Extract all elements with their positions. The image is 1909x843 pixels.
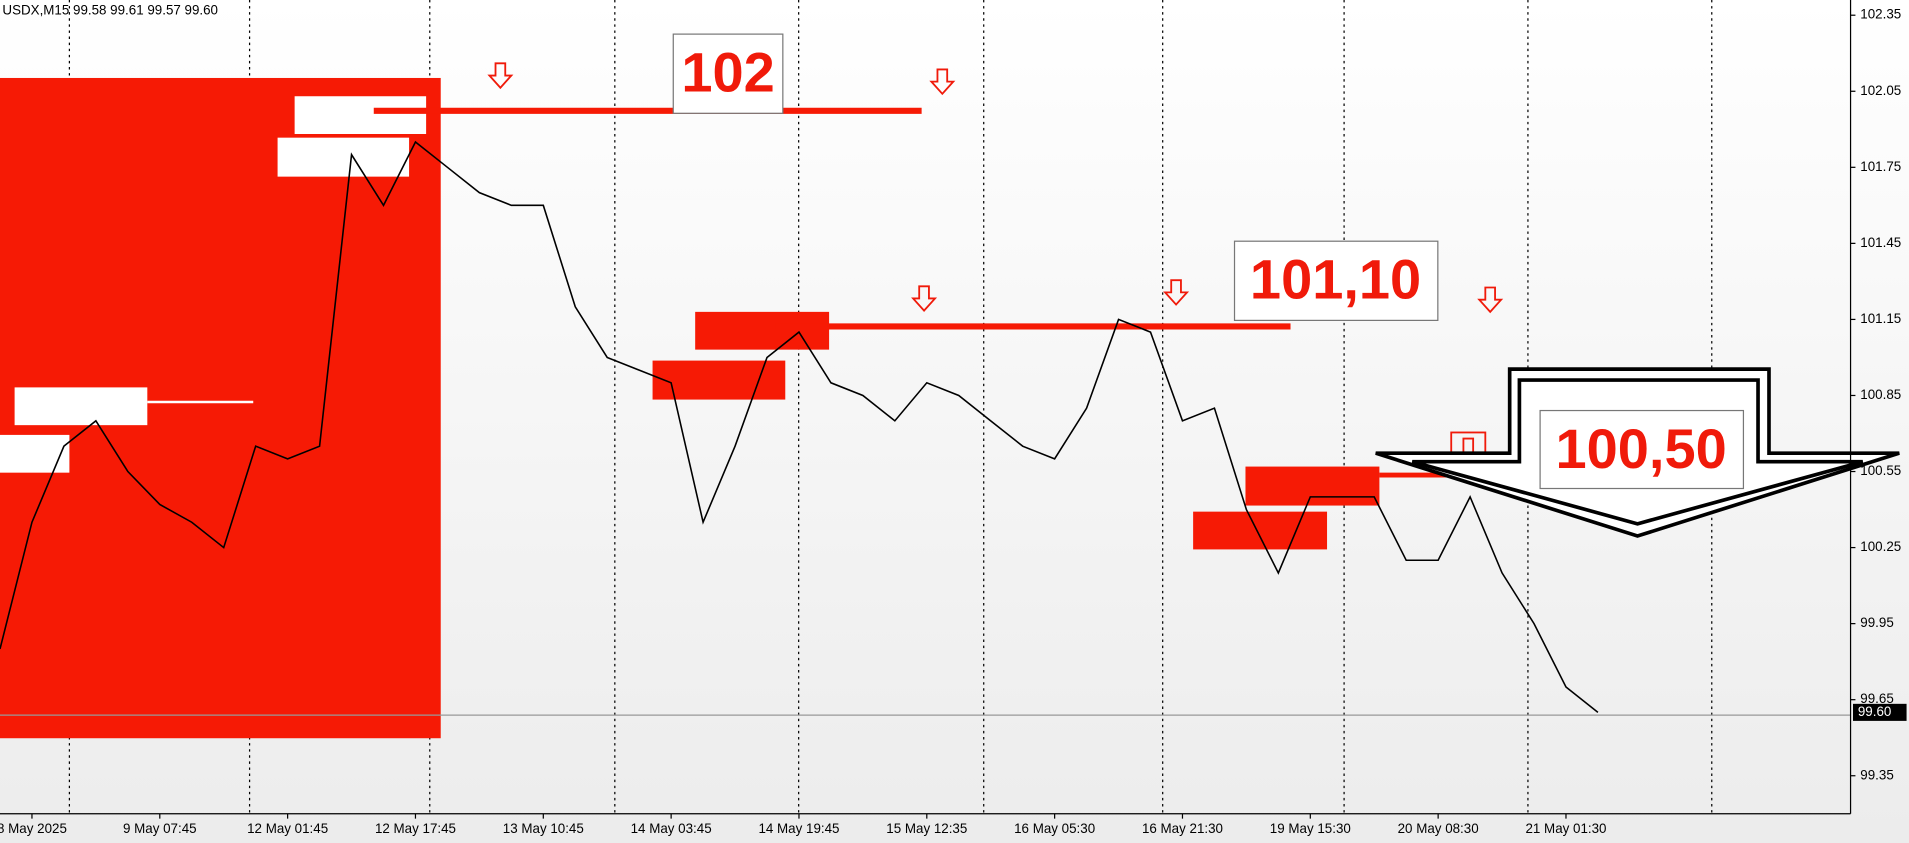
x-tick-label: 21 May 01:30 — [1525, 821, 1606, 836]
annotation-boxes — [672, 33, 1745, 490]
x-tick-label: 20 May 08:30 — [1398, 821, 1479, 836]
annotation: 102 — [681, 41, 774, 104]
x-tick-label: 14 May 03:45 — [631, 821, 712, 836]
y-tick-label: 102.35 — [1860, 7, 1901, 22]
x-tick-label: 12 May 17:45 — [375, 821, 456, 836]
x-tick-label: 16 May 05:30 — [1014, 821, 1095, 836]
y-tick-label: 101.45 — [1860, 235, 1901, 250]
y-tick-label: 101.15 — [1860, 311, 1901, 326]
y-tick-label: 99.95 — [1860, 615, 1893, 630]
x-tick-label: 15 May 12:35 — [886, 821, 967, 836]
price-tag-label: 99.60 — [1858, 704, 1891, 719]
white-zones — [0, 96, 427, 473]
x-tick-label: 13 May 10:45 — [503, 821, 584, 836]
symbol-info: USDX,M15 99.58 99.61 99.57 99.60 — [2, 2, 218, 17]
price-line — [0, 140, 1599, 713]
y-tick-label: 99.65 — [1860, 691, 1893, 706]
x-tick-label: 9 May 07:45 — [123, 821, 197, 836]
x-tick-label: 8 May 2025 — [0, 821, 67, 836]
y-tick-label: 102.05 — [1860, 83, 1901, 98]
red-zones — [652, 311, 1380, 550]
plot: 102.35 102.05 101.75 101.45 101.15 100.85 100.… — [0, 7, 1907, 836]
annotation: 100,50 — [1556, 417, 1727, 480]
price-tag — [1852, 703, 1907, 721]
y-tick-label: 101.75 — [1860, 159, 1901, 174]
annotation: 101,10 — [1250, 248, 1421, 311]
y-tick-label: 99.35 — [1860, 767, 1893, 782]
x-tick-label: 12 May 01:45 — [247, 821, 328, 836]
x-tick-label: 19 May 15:30 — [1270, 821, 1351, 836]
y-tick-label: 100.85 — [1860, 387, 1901, 402]
y-tick-label: 100.55 — [1860, 463, 1901, 478]
x-tick-label: 14 May 19:45 — [758, 821, 839, 836]
x-tick-label: 16 May 21:30 — [1142, 821, 1223, 836]
y-tick-label: 100.25 — [1860, 539, 1901, 554]
